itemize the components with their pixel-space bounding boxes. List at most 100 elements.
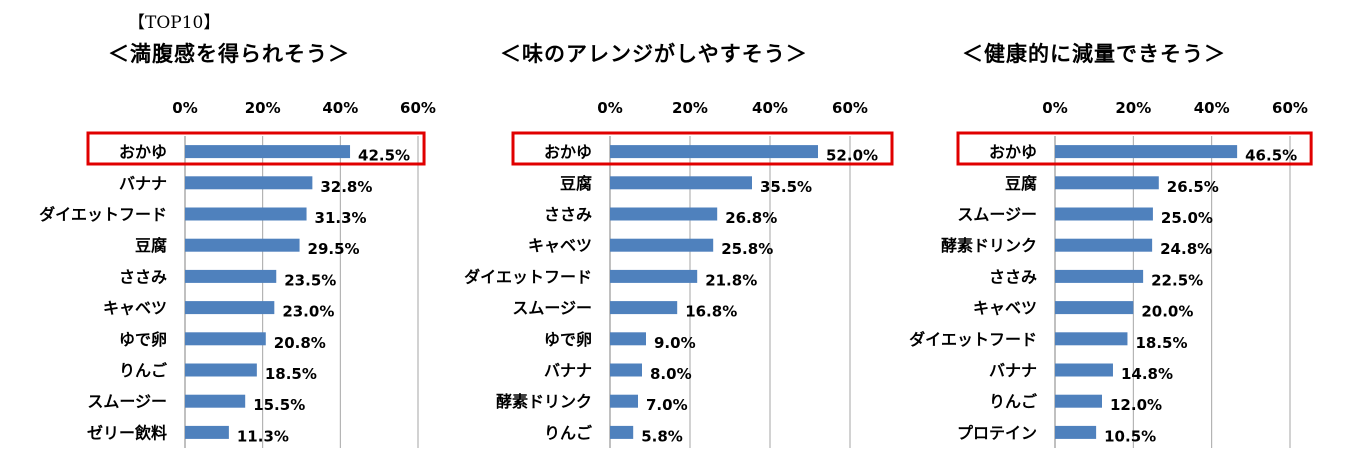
bar (610, 425, 634, 439)
data-label: 12.0% (1110, 396, 1162, 414)
tick-label: 60% (1272, 99, 1308, 117)
data-label: 15.5% (253, 396, 305, 414)
category-label: りんご (989, 392, 1037, 411)
category-label: おかゆ (989, 143, 1037, 162)
chart-title-1: ＜満腹感を得られそう＞ (108, 41, 350, 66)
bar (185, 238, 300, 252)
data-label: 20.8% (274, 334, 326, 352)
data-label: 7.0% (646, 396, 688, 414)
bar (610, 363, 642, 377)
category-label: バナナ (544, 361, 592, 380)
category-label: ささみ (989, 267, 1037, 286)
category-label: キャベツ (973, 299, 1037, 318)
bar (185, 176, 313, 190)
bar (610, 145, 818, 159)
data-label: 26.8% (725, 209, 777, 227)
category-label: ダイエットフード (464, 267, 592, 286)
category-label: 豆腐 (1005, 174, 1037, 193)
bar (610, 332, 646, 346)
category-label: ゆで卵 (544, 330, 592, 349)
data-label: 42.5% (358, 147, 410, 165)
category-label: ささみ (544, 205, 592, 224)
bar (1055, 207, 1153, 221)
data-label: 35.5% (760, 178, 812, 196)
category-label: ダイエットフード (39, 205, 167, 224)
data-label: 8.0% (650, 365, 692, 383)
data-label: 18.5% (265, 365, 317, 383)
category-label: スムージー (87, 392, 167, 411)
tick-label: 40% (752, 99, 788, 117)
category-label: ダイエットフード (909, 330, 1037, 349)
bar (1055, 394, 1102, 408)
bar (1055, 332, 1128, 346)
bar (1055, 363, 1113, 377)
category-label: バナナ (119, 174, 167, 193)
data-label: 25.0% (1161, 209, 1213, 227)
category-label: バナナ (989, 361, 1037, 380)
tick-label: 60% (400, 99, 436, 117)
tick-label: 20% (672, 99, 708, 117)
bar (1055, 238, 1153, 252)
category-label: 豆腐 (560, 174, 592, 193)
category-label: 酵素ドリンク (496, 392, 592, 411)
header-label: 【TOP10】 (128, 13, 221, 33)
category-label: スムージー (512, 299, 592, 318)
chart-title-2: ＜味のアレンジがしやすそう＞ (500, 41, 808, 66)
category-label: 豆腐 (135, 236, 167, 255)
bar (610, 176, 752, 190)
bar (185, 269, 277, 283)
category-label: 酵素ドリンク (941, 236, 1037, 255)
category-label: おかゆ (119, 143, 167, 162)
data-label: 22.5% (1151, 271, 1203, 289)
data-label: 25.8% (721, 240, 773, 258)
tick-label: 0% (1042, 99, 1067, 117)
bar (1055, 425, 1097, 439)
bar (185, 425, 229, 439)
bar (1055, 269, 1144, 283)
data-label: 23.5% (284, 271, 336, 289)
bar (610, 394, 638, 408)
data-label: 32.8% (320, 178, 372, 196)
data-label: 5.8% (641, 427, 683, 445)
category-label: キャベツ (103, 299, 167, 318)
bar (185, 145, 351, 159)
data-label: 14.8% (1121, 365, 1173, 383)
highlight-box (511, 131, 894, 166)
category-label: おかゆ (544, 143, 592, 162)
data-label: 31.3% (315, 209, 367, 227)
bar (185, 394, 246, 408)
data-label: 46.5% (1245, 147, 1297, 165)
category-label: りんご (119, 361, 167, 380)
data-label: 23.0% (282, 303, 334, 321)
highlight-box (956, 131, 1313, 166)
category-label: キャベツ (528, 236, 592, 255)
data-label: 29.5% (308, 240, 360, 258)
category-label: りんご (544, 423, 592, 442)
bar (1055, 176, 1159, 190)
bar (1055, 301, 1134, 315)
tick-label: 40% (1194, 99, 1230, 117)
category-label: ゆで卵 (119, 330, 167, 349)
bar (185, 207, 307, 221)
tick-label: 0% (172, 99, 197, 117)
highlight-box (86, 131, 426, 166)
bar (610, 207, 718, 221)
tick-label: 40% (322, 99, 358, 117)
data-label: 26.5% (1167, 178, 1219, 196)
bar (185, 301, 275, 315)
bar (1055, 145, 1238, 159)
tick-label: 20% (1115, 99, 1151, 117)
data-label: 10.5% (1104, 427, 1156, 445)
data-label: 11.3% (237, 427, 289, 445)
tick-label: 20% (245, 99, 281, 117)
bar (185, 363, 257, 377)
bar (185, 332, 266, 346)
chart-title-3: ＜健康的に減量できそう＞ (962, 41, 1226, 66)
data-label: 24.8% (1160, 240, 1212, 258)
category-label: スムージー (957, 205, 1037, 224)
data-label: 9.0% (654, 334, 696, 352)
tick-label: 0% (597, 99, 622, 117)
category-label: ささみ (119, 267, 167, 286)
category-label: プロテイン (957, 423, 1037, 442)
